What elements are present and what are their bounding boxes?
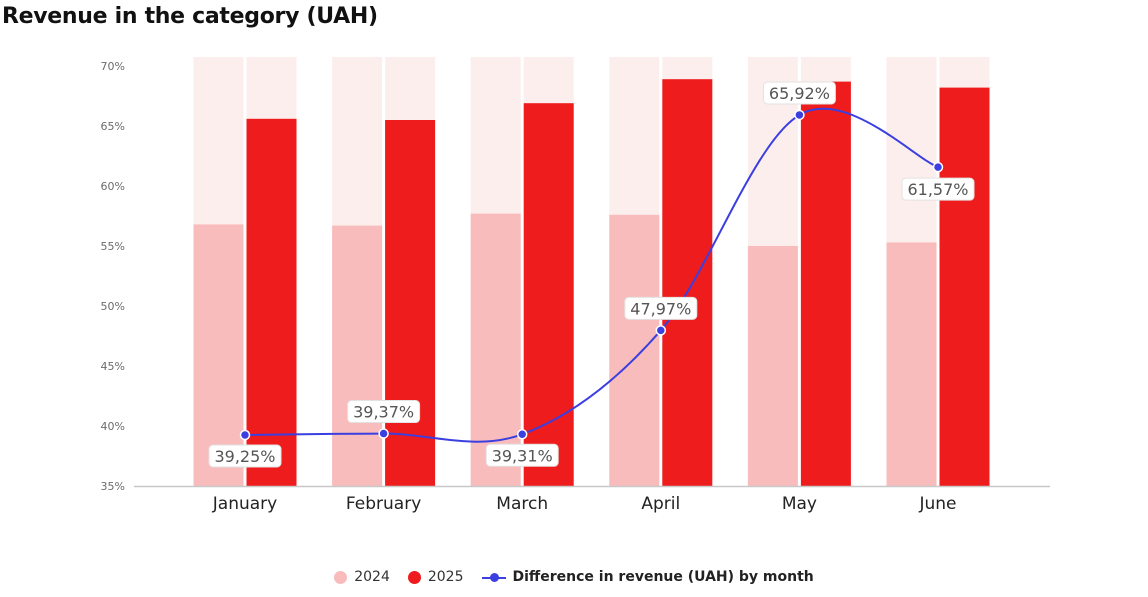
- data-label: 39,37%: [353, 403, 414, 422]
- legend-swatch-difference: [481, 571, 506, 584]
- bar-2025: [246, 118, 297, 487]
- chart-legend: 2024 2025 Difference in revenue (UAH) by…: [0, 569, 1148, 585]
- x-category-label: May: [782, 494, 817, 514]
- data-label-box: [762, 81, 836, 105]
- bar-2025: [523, 103, 574, 486]
- difference-point: [794, 109, 805, 121]
- legend-item-difference: Difference in revenue (UAH) by month: [481, 569, 814, 585]
- x-category-label: March: [496, 494, 548, 514]
- data-label: 39,31%: [492, 446, 553, 465]
- data-label-box: [624, 296, 698, 320]
- bar-2025: [939, 87, 990, 486]
- bar-2025: [800, 81, 851, 486]
- y-tick-label: 60%: [101, 180, 125, 193]
- y-tick-label: 50%: [101, 300, 125, 313]
- data-label-box: [347, 400, 421, 424]
- bar-2024: [886, 242, 937, 486]
- difference-point: [378, 428, 389, 439]
- data-label: 39,25%: [214, 447, 275, 466]
- legend-item-2025: 2025: [407, 569, 464, 585]
- legend-swatch-2025: [407, 570, 421, 584]
- y-tick-label: 70%: [101, 60, 125, 73]
- data-label-box: [485, 443, 559, 467]
- y-tick-label: 35%: [101, 480, 125, 493]
- difference-point: [516, 429, 528, 440]
- legend-label-2025: 2025: [427, 569, 464, 585]
- legend-swatch-2024: [334, 570, 348, 584]
- x-category-label: June: [918, 494, 956, 514]
- data-label: 47,97%: [630, 299, 691, 318]
- difference-point: [932, 161, 944, 173]
- x-category-label: February: [346, 494, 421, 514]
- x-category-label: January: [212, 494, 277, 514]
- y-tick-label: 55%: [101, 240, 125, 253]
- data-label: 61,57%: [907, 180, 968, 199]
- bar-2024: [332, 225, 383, 486]
- legend-label-difference: Difference in revenue (UAH) by month: [512, 569, 814, 585]
- bar-2024: [609, 214, 660, 487]
- y-tick-label: 40%: [101, 420, 125, 433]
- data-label: 65,92%: [769, 84, 830, 103]
- data-label-box: [208, 444, 282, 468]
- legend-label-2024: 2024: [354, 569, 390, 585]
- chart-title: Revenue in the category (UAH): [2, 4, 378, 29]
- difference-point: [239, 429, 251, 441]
- legend-item-2024: 2024: [334, 569, 390, 585]
- bar-2024: [747, 246, 798, 486]
- data-label-box: [901, 177, 975, 201]
- y-tick-label: 45%: [101, 360, 125, 373]
- x-category-label: April: [641, 494, 680, 514]
- bar-2024: [193, 224, 244, 486]
- difference-point: [655, 325, 667, 336]
- bar-2025: [662, 79, 713, 486]
- bar-2025: [385, 120, 436, 486]
- y-tick-label: 65%: [101, 120, 125, 133]
- revenue-chart: 35% 40% 45% 50% 55% 60% 65% 70% January February M…: [101, 57, 1050, 514]
